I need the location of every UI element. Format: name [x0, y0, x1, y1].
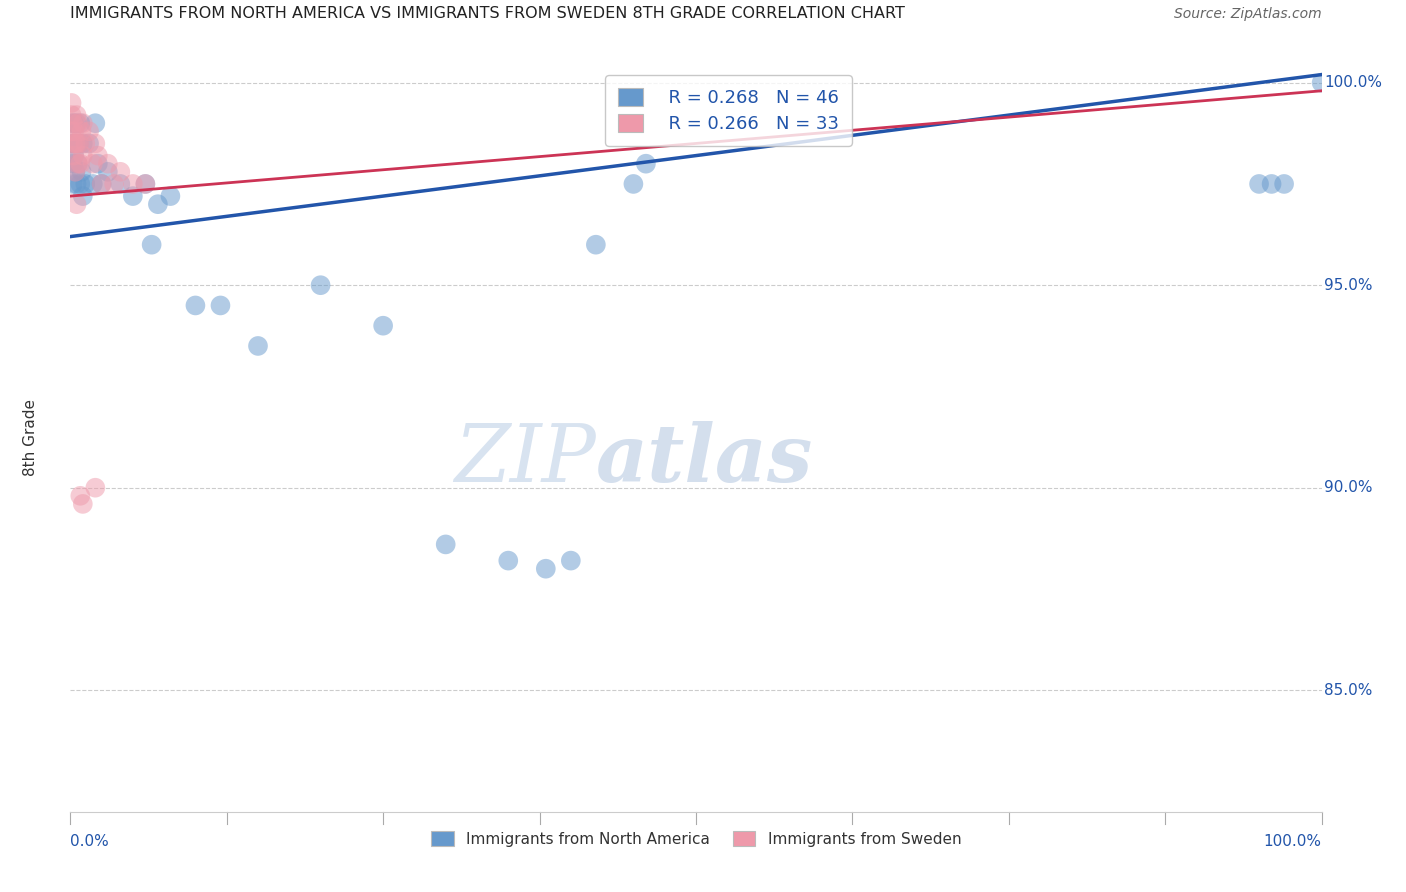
- Point: [63, 148, 86, 162]
- Point: [121, 189, 145, 203]
- Point: [103, 177, 125, 191]
- Point: [72, 189, 94, 203]
- Point: [60, 108, 83, 122]
- Point: [121, 177, 145, 191]
- Point: [87, 157, 110, 171]
- Point: [1272, 177, 1295, 191]
- Point: [69, 177, 91, 191]
- Point: [84, 136, 107, 151]
- Text: 8th Grade: 8th Grade: [22, 399, 38, 475]
- Point: [65, 136, 87, 151]
- Point: [65, 177, 87, 191]
- Point: [90, 177, 112, 191]
- Point: [72, 136, 94, 151]
- Point: [62, 136, 84, 151]
- Point: [65, 197, 87, 211]
- Point: [87, 148, 110, 162]
- Text: ZIP: ZIP: [454, 421, 596, 499]
- Point: [62, 177, 84, 191]
- Point: [1310, 76, 1333, 90]
- Point: [534, 562, 557, 576]
- Point: [60, 116, 83, 130]
- Point: [134, 177, 156, 191]
- Point: [66, 116, 89, 130]
- Point: [159, 189, 181, 203]
- Point: [75, 136, 97, 151]
- Point: [1249, 177, 1271, 191]
- Point: [72, 148, 94, 162]
- Text: atlas: atlas: [596, 421, 813, 499]
- Point: [66, 157, 89, 171]
- Text: 100.0%: 100.0%: [1264, 834, 1322, 849]
- Point: [560, 553, 582, 567]
- Point: [209, 298, 232, 312]
- Point: [65, 108, 87, 122]
- Point: [110, 165, 132, 179]
- Text: 85.0%: 85.0%: [1324, 682, 1372, 698]
- Point: [60, 124, 83, 138]
- Point: [634, 157, 657, 171]
- Point: [66, 157, 89, 171]
- Point: [184, 298, 207, 312]
- Point: [62, 116, 84, 130]
- Point: [69, 116, 91, 130]
- Text: 90.0%: 90.0%: [1324, 480, 1372, 495]
- Point: [371, 318, 394, 333]
- Legend: Immigrants from North America, Immigrants from Sweden: Immigrants from North America, Immigrant…: [425, 824, 967, 853]
- Text: IMMIGRANTS FROM NORTH AMERICA VS IMMIGRANTS FROM SWEDEN 8TH GRADE CORRELATION CH: IMMIGRANTS FROM NORTH AMERICA VS IMMIGRA…: [70, 6, 905, 21]
- Text: Source: ZipAtlas.com: Source: ZipAtlas.com: [1174, 7, 1322, 21]
- Point: [434, 537, 457, 551]
- Point: [70, 124, 93, 138]
- Point: [72, 497, 94, 511]
- Text: 0.0%: 0.0%: [70, 834, 110, 849]
- Point: [65, 116, 87, 130]
- Point: [65, 165, 87, 179]
- Point: [134, 177, 156, 191]
- Point: [1260, 177, 1282, 191]
- Point: [82, 157, 104, 171]
- Point: [65, 165, 87, 179]
- Point: [97, 157, 120, 171]
- Point: [585, 237, 607, 252]
- Point: [621, 177, 644, 191]
- Point: [70, 165, 93, 179]
- Point: [75, 177, 97, 191]
- Point: [67, 136, 90, 151]
- Point: [60, 136, 83, 151]
- Point: [65, 136, 87, 151]
- Text: 100.0%: 100.0%: [1324, 75, 1382, 90]
- Point: [498, 553, 520, 567]
- Text: 95.0%: 95.0%: [1324, 277, 1372, 293]
- Point: [247, 339, 270, 353]
- Point: [146, 197, 169, 211]
- Point: [84, 116, 107, 130]
- Point: [62, 157, 84, 171]
- Point: [309, 278, 332, 293]
- Point: [60, 95, 83, 110]
- Point: [63, 148, 86, 162]
- Point: [63, 116, 86, 130]
- Point: [110, 177, 132, 191]
- Point: [77, 136, 100, 151]
- Point: [82, 177, 104, 191]
- Point: [84, 481, 107, 495]
- Point: [67, 136, 90, 151]
- Point: [141, 237, 163, 252]
- Point: [69, 157, 91, 171]
- Point: [72, 116, 94, 130]
- Point: [63, 124, 86, 138]
- Point: [97, 165, 120, 179]
- Point: [65, 136, 87, 151]
- Point: [69, 489, 91, 503]
- Point: [77, 124, 100, 138]
- Point: [90, 177, 112, 191]
